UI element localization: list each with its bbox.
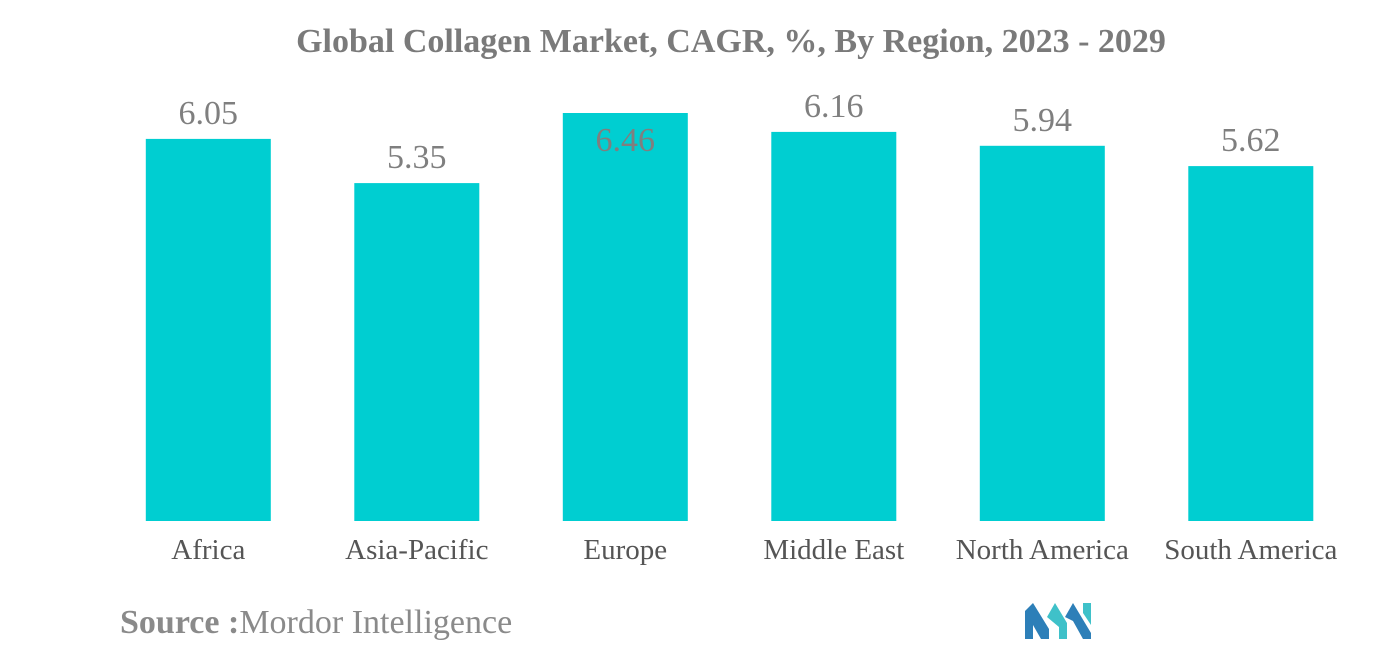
bars-group <box>145 113 1314 522</box>
bar-south-america <box>1188 166 1314 521</box>
bar-europe <box>562 113 688 521</box>
value-label: 5.62 <box>1221 122 1281 159</box>
source-note: Source :Mordor Intelligence <box>120 604 512 642</box>
value-label: 5.35 <box>387 139 447 176</box>
bar-middle-east <box>771 131 897 521</box>
source-label: Source : <box>120 604 240 641</box>
category-label: Asia-Pacific <box>345 534 488 566</box>
mordor-intelligence-logo-icon <box>1025 603 1091 639</box>
category-label: North America <box>956 534 1129 566</box>
category-labels-group: Africa Asia-Pacific Europe Middle East North… <box>171 534 1337 566</box>
chart-title: Global Collagen Market, CAGR, %, By Regi… <box>296 23 1166 60</box>
bar-chart: Global Collagen Market, CAGR, %, By Regi… <box>145 23 1338 566</box>
category-label: Middle East <box>763 534 904 566</box>
source-text: Mordor Intelligence <box>239 604 513 641</box>
category-label: Africa <box>171 534 245 566</box>
value-label: 6.46 <box>596 122 656 159</box>
value-label: 6.05 <box>179 95 239 132</box>
value-label: 5.94 <box>1013 102 1073 139</box>
value-labels-group: 6.05 5.35 6.46 6.16 5.94 5.62 <box>179 88 1281 176</box>
category-label: Europe <box>583 534 667 566</box>
value-label: 6.16 <box>804 88 864 125</box>
bar-asia-pacific <box>354 183 480 521</box>
category-label: South America <box>1164 534 1337 566</box>
bar-africa <box>145 138 271 521</box>
bar-north-america <box>979 145 1105 522</box>
